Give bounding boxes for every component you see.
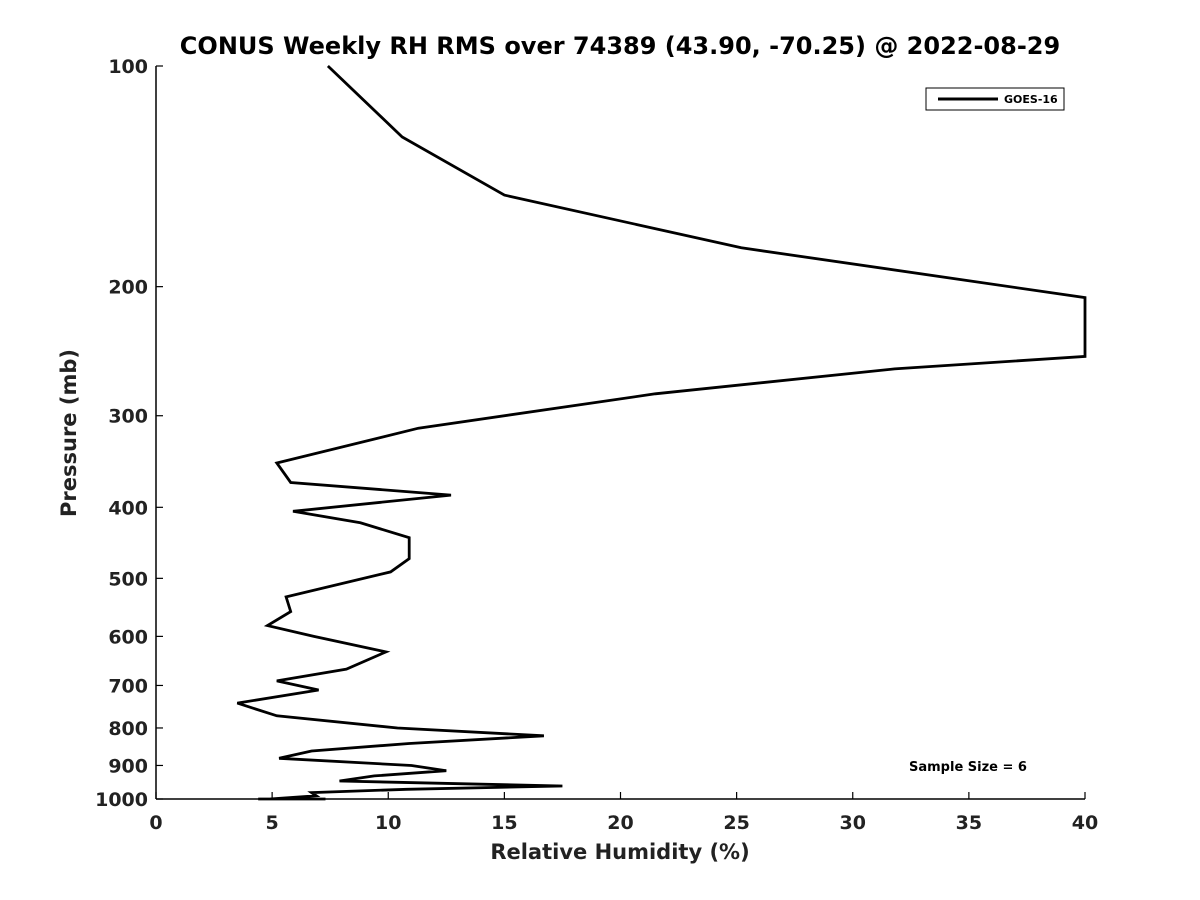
x-tick-label: 20 <box>607 812 633 834</box>
chart-title: CONUS Weekly RH RMS over 74389 (43.90, -… <box>180 32 1060 60</box>
x-tick-label: 5 <box>266 812 279 834</box>
sample-size-annotation: Sample Size = 6 <box>909 760 1027 775</box>
legend-label-goes-16: GOES-16 <box>1004 93 1058 106</box>
y-tick-label: 300 <box>108 406 148 428</box>
y-axis-ticks: 100 200 300 400 500 600 700 800 900 1000 <box>95 56 163 811</box>
plot-area <box>155 66 1085 800</box>
x-axis-ticks: 0 5 10 15 20 25 30 35 40 <box>149 792 1098 834</box>
y-tick-label: 500 <box>108 568 148 590</box>
x-tick-label: 35 <box>956 812 982 834</box>
x-axis-label: Relative Humidity (%) <box>490 840 749 864</box>
x-tick-label: 15 <box>491 812 517 834</box>
y-tick-label: 700 <box>108 675 148 697</box>
x-tick-label: 25 <box>723 812 749 834</box>
y-tick-label: 600 <box>108 626 148 648</box>
y-tick-label: 1000 <box>95 789 148 811</box>
legend: GOES-16 <box>925 87 1065 111</box>
y-axis-label: Pressure (mb) <box>57 349 81 517</box>
y-tick-label: 900 <box>108 755 148 777</box>
y-tick-label: 100 <box>108 56 148 78</box>
x-tick-label: 30 <box>840 812 866 834</box>
x-tick-label: 0 <box>149 812 162 834</box>
y-tick-label: 200 <box>108 277 148 299</box>
series-line-goes-16 <box>236 64 1087 801</box>
series-layer <box>236 64 1087 801</box>
x-tick-label: 10 <box>375 812 401 834</box>
y-tick-label: 400 <box>108 497 148 519</box>
x-tick-label: 40 <box>1072 812 1098 834</box>
y-tick-label: 800 <box>108 718 148 740</box>
